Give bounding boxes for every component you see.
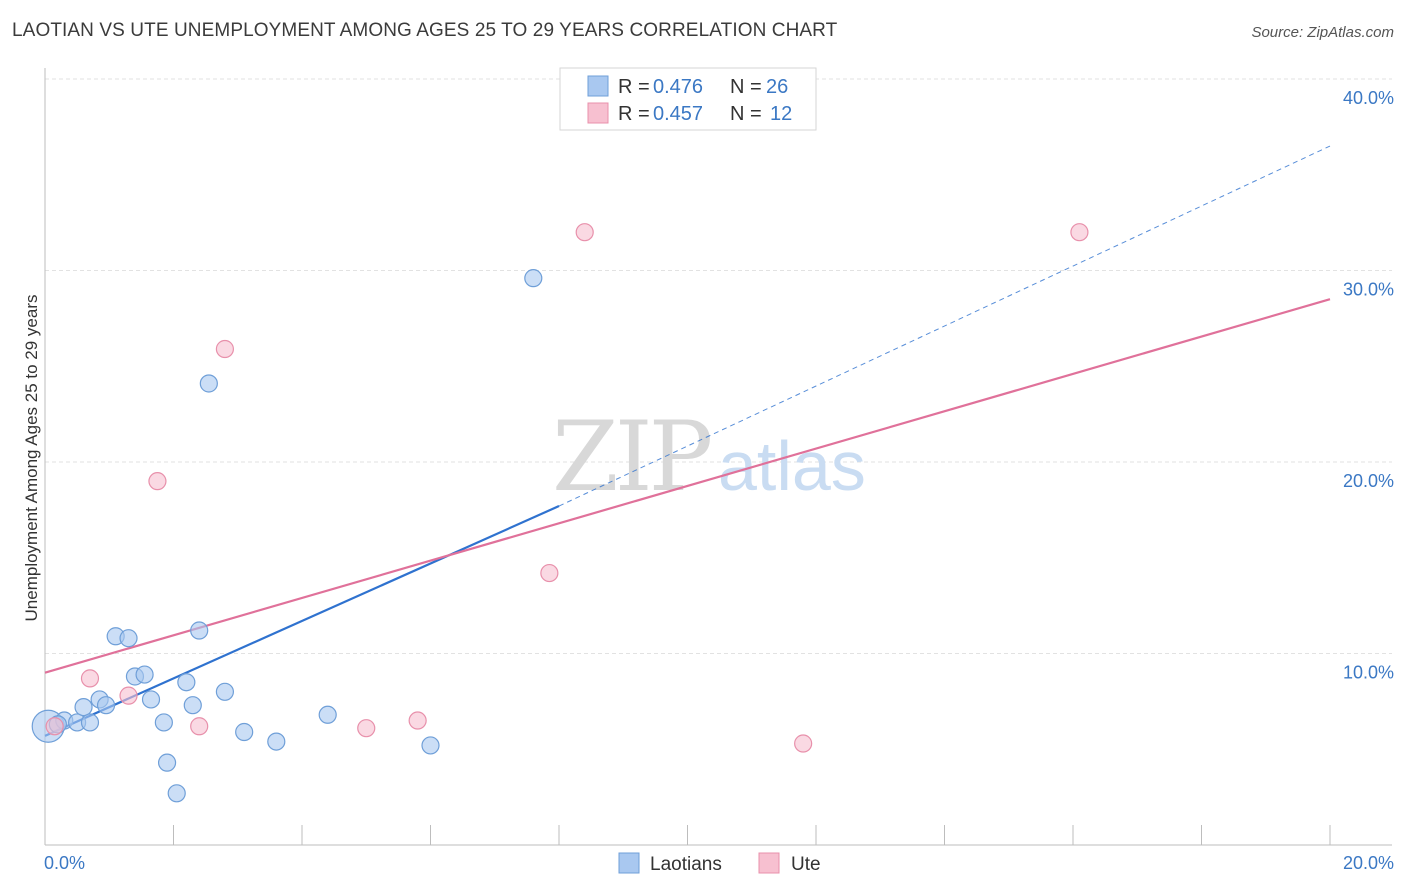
legend-n-label-ute: N = xyxy=(730,103,762,125)
point-laotians-21 xyxy=(267,732,286,751)
chart-title: LAOTIAN VS UTE UNEMPLOYMENT AMONG AGES 2… xyxy=(12,20,838,41)
legend-r-label-ute: R = xyxy=(618,103,650,125)
y-tick-label-0: 10.0% xyxy=(1343,663,1394,683)
legend-n-label-laotians: N = xyxy=(730,76,762,98)
point-laotians-17 xyxy=(190,621,209,640)
watermark: ZIP atlas xyxy=(552,401,866,513)
point-ute-10 xyxy=(794,734,813,753)
legend-n-value-laotians: 26 xyxy=(766,76,788,98)
point-laotians-15 xyxy=(177,673,196,692)
point-laotians-16 xyxy=(183,696,202,715)
legend-swatch-ute xyxy=(587,102,609,124)
point-laotians-20 xyxy=(235,722,254,742)
point-laotians-22 xyxy=(318,705,337,724)
bottom-legend-label-ute: Ute xyxy=(791,854,821,875)
legend-r-value-ute: 0.457 xyxy=(653,103,703,125)
y-tick-label-2: 30.0% xyxy=(1343,280,1394,300)
watermark-zip: ZIP xyxy=(552,401,711,513)
point-laotians-13 xyxy=(157,753,177,772)
y-tick-label-1: 20.0% xyxy=(1343,471,1394,491)
point-laotians-6 xyxy=(96,696,116,715)
point-laotians-3 xyxy=(80,713,100,732)
point-laotians-23 xyxy=(421,736,440,755)
point-ute-9 xyxy=(575,223,594,242)
x-tick-label-last: 20.0% xyxy=(1343,853,1394,873)
point-ute-4 xyxy=(190,717,209,736)
y-tick-label-3: 40.0% xyxy=(1343,88,1394,108)
grid-lines xyxy=(45,78,1392,654)
point-laotians-24 xyxy=(524,269,543,288)
point-laotians-14 xyxy=(167,784,186,803)
point-laotians-12 xyxy=(154,713,173,732)
point-laotians-8 xyxy=(119,629,138,648)
trend-line-laotians-extension xyxy=(558,145,1331,507)
legend-swatch-laotians xyxy=(587,75,609,97)
bottom-legend: Laotians Ute xyxy=(618,852,821,875)
y-tick-labels: 10.0% 20.0% 30.0% 40.0% xyxy=(1343,88,1394,683)
x-tick-labels: 0.0% 20.0% xyxy=(44,853,1394,873)
point-ute-2 xyxy=(119,686,138,705)
point-laotians-4 xyxy=(74,698,93,717)
point-ute-1 xyxy=(80,669,100,688)
point-laotians-18 xyxy=(199,374,218,393)
legend-n-value-ute: 12 xyxy=(770,103,792,125)
bottom-legend-swatch-laotians xyxy=(618,852,640,874)
point-ute-5 xyxy=(215,339,234,359)
y-axis-label: Unemployment Among Ages 25 to 29 years xyxy=(22,295,41,622)
point-ute-11 xyxy=(1070,223,1089,242)
source-label: Source: ZipAtlas.com xyxy=(1251,24,1394,41)
legend-r-value-laotians: 0.476 xyxy=(653,76,703,98)
x-tick-label-first: 0.0% xyxy=(44,853,85,873)
point-ute-3 xyxy=(148,472,167,491)
point-laotians-19 xyxy=(215,682,234,701)
point-laotians-11 xyxy=(141,690,161,709)
watermark-atlas: atlas xyxy=(718,427,866,505)
point-ute-8 xyxy=(540,563,559,583)
legend-r-label-laotians: R = xyxy=(618,76,650,98)
bottom-legend-label-laotians: Laotians xyxy=(650,854,722,875)
data-points xyxy=(31,223,1089,803)
trend-line-ute xyxy=(44,298,1331,674)
legend-box: R = 0.476 N = 26 R = 0.457 N = 12 xyxy=(559,67,817,131)
point-ute-0 xyxy=(45,717,64,736)
bottom-legend-swatch-ute xyxy=(758,852,780,874)
point-ute-6 xyxy=(357,719,376,738)
point-ute-7 xyxy=(408,711,427,730)
point-laotians-10 xyxy=(135,665,154,684)
